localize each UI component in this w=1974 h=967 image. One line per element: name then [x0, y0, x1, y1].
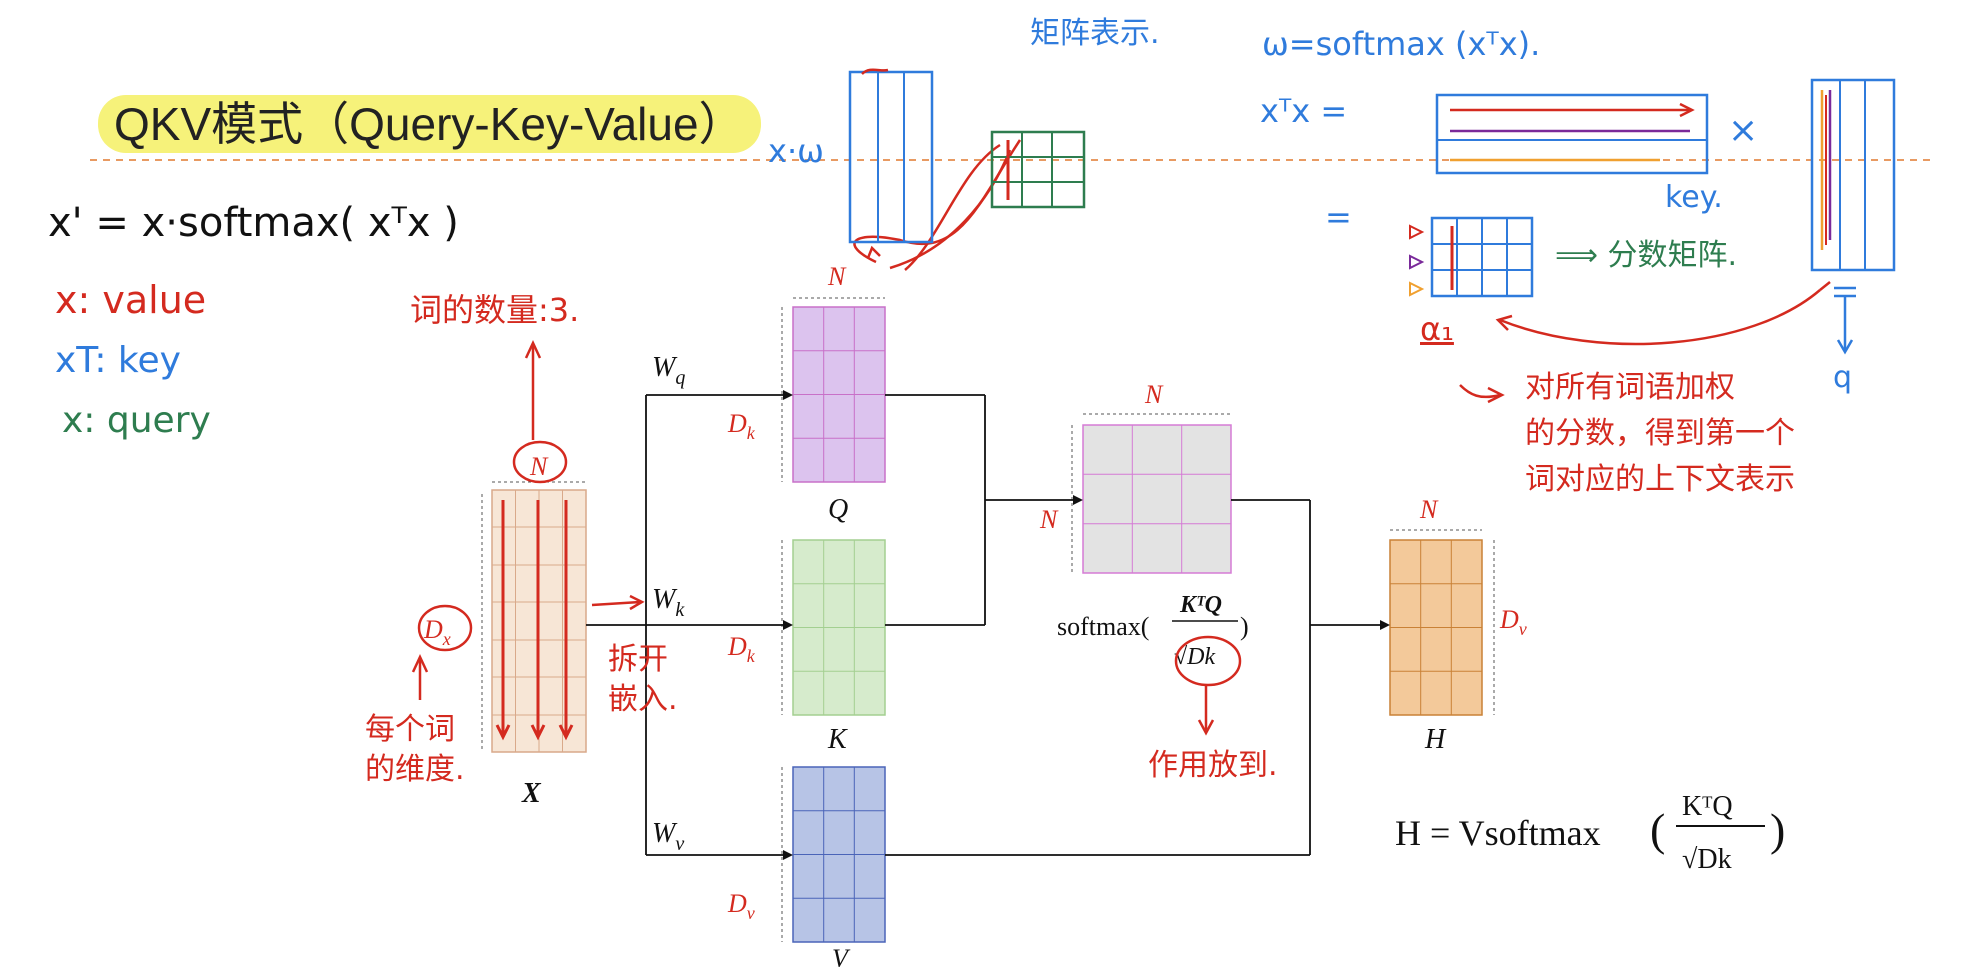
x-tall-matrix	[1810, 78, 1896, 272]
xT-long-matrix	[1435, 93, 1709, 175]
softmax-formula: softmax( KᵀQ √Dk )	[1057, 592, 1249, 670]
flow-lines	[586, 394, 1384, 856]
note-x-omega: x·ω	[768, 132, 824, 170]
svg-text:): )	[1240, 612, 1249, 641]
note-scale: 作用放到.	[1148, 748, 1278, 783]
matrix-q	[781, 297, 886, 483]
svg-text:Wk: Wk	[652, 584, 685, 621]
note-xT-key: xT: key	[55, 340, 181, 381]
svg-text:Dx: Dx	[423, 615, 451, 649]
top-green-matrix	[990, 130, 1086, 209]
note-xTx-eq: xᵀx =	[1260, 92, 1348, 130]
matrix-x	[481, 481, 587, 753]
note-x-query: x: query	[62, 400, 211, 441]
svg-text:Wq: Wq	[652, 352, 685, 389]
svg-text:KᵀQ: KᵀQ	[1179, 592, 1222, 618]
svg-text:N: N	[529, 452, 549, 481]
svg-text:N: N	[1419, 495, 1439, 524]
note-x-value: x: value	[55, 278, 207, 322]
note-formula-main: x' = x·softmax( xᵀx )	[48, 200, 459, 246]
svg-text:(: (	[1650, 804, 1665, 855]
red-annotations	[411, 139, 1831, 736]
matrix-softmax	[1071, 413, 1232, 574]
matrix-k	[781, 539, 886, 716]
label-h: H	[1424, 724, 1447, 755]
h-formula: H = Vsoftmax ( KᵀQ √Dk )	[1395, 791, 1785, 875]
note-alpha: α₁	[1420, 310, 1454, 348]
label-k: K	[827, 724, 848, 755]
label-q: Q	[828, 494, 848, 525]
svg-text:√Dk: √Dk	[1682, 844, 1732, 875]
dimension-labels: N N N N Dk Dk Dv Dv Dx N	[423, 262, 1527, 923]
note-key-label: key.	[1665, 180, 1723, 215]
svg-text:Dk: Dk	[727, 632, 756, 666]
matrix-h	[1389, 529, 1495, 716]
matrix-v	[781, 766, 886, 943]
note-matrix-repr: 矩阵表示.	[1030, 16, 1160, 51]
flow-arrowheads	[783, 390, 1390, 860]
svg-text:Wv: Wv	[652, 818, 684, 855]
note-q-label: q	[1833, 360, 1853, 395]
top-omega-matrix	[848, 68, 934, 244]
label-v: V	[832, 944, 851, 967]
svg-text:H = Vsoftmax: H = Vsoftmax	[1395, 813, 1601, 853]
weight-labels: Wq Wk Wv	[652, 352, 685, 855]
note-equals: =	[1325, 198, 1352, 236]
note-weight: 对所有词语加权 的分数，得到第一个 词对应的上下文表示	[1525, 370, 1795, 497]
page-title: QKV模式（Query-Key-Value）	[98, 95, 761, 153]
label-x: X	[521, 778, 542, 809]
svg-text:N: N	[827, 262, 847, 291]
svg-text:KᵀQ: KᵀQ	[1682, 791, 1733, 822]
score-matrix	[1409, 216, 1534, 298]
svg-text:Dv: Dv	[1499, 605, 1527, 639]
svg-text:): )	[1770, 804, 1785, 855]
note-dim-per-word: 每个词 的维度.	[365, 712, 465, 787]
note-word-count: 词的数量:3.	[410, 291, 580, 329]
note-score-matrix: ⟹ 分数矩阵.	[1555, 238, 1738, 273]
blue-arrows	[1834, 286, 1856, 355]
svg-text:Dv: Dv	[727, 889, 755, 923]
svg-text:N: N	[1039, 505, 1059, 534]
svg-text:softmax(: softmax(	[1057, 612, 1149, 641]
note-split-open: 拆开 嵌入.	[608, 642, 678, 717]
svg-text:N: N	[1144, 380, 1164, 409]
note-omega-eq: ω=softmax (xᵀx).	[1262, 25, 1541, 63]
note-times: ×	[1728, 110, 1759, 151]
svg-text:Dk: Dk	[727, 409, 756, 443]
